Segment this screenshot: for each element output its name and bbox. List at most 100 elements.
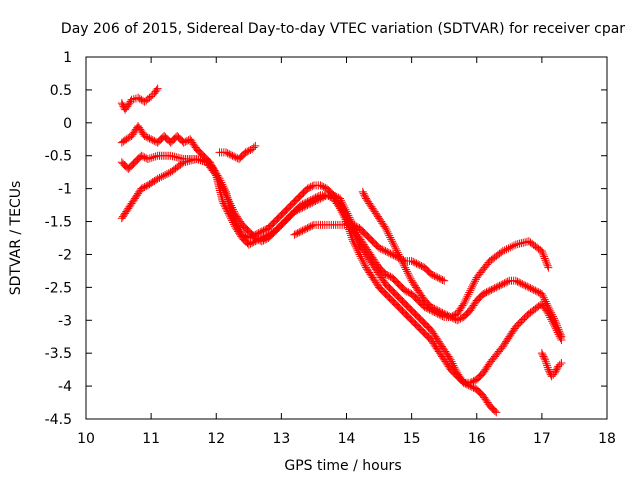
data-point xyxy=(290,230,299,239)
data-point xyxy=(344,211,353,220)
data-point xyxy=(306,199,315,208)
data-point xyxy=(140,182,149,191)
data-point xyxy=(504,244,513,253)
data-point xyxy=(466,286,475,295)
data-point xyxy=(398,257,407,266)
data-point xyxy=(392,246,401,255)
data-point xyxy=(509,241,518,250)
data-point xyxy=(443,311,452,320)
data-point xyxy=(251,234,260,242)
data-point xyxy=(356,252,365,261)
data-point xyxy=(463,292,472,301)
plot-frame xyxy=(85,56,608,420)
data-point xyxy=(406,274,415,283)
data-point xyxy=(219,186,228,195)
data-point xyxy=(359,257,368,266)
series-arc-5 xyxy=(215,141,260,164)
data-point xyxy=(300,225,309,234)
data-point xyxy=(308,182,317,191)
data-point xyxy=(459,299,468,308)
data-point xyxy=(433,306,442,315)
data-point xyxy=(557,332,566,341)
data-point xyxy=(298,226,307,235)
data-point xyxy=(221,190,230,199)
data-point xyxy=(308,198,317,207)
data-point xyxy=(218,184,227,193)
x-tick-label: 17 xyxy=(533,431,551,447)
data-point xyxy=(244,146,253,155)
data-point xyxy=(228,205,237,214)
data-point xyxy=(550,368,559,377)
data-point xyxy=(436,308,445,317)
data-point xyxy=(228,203,237,212)
data-point xyxy=(137,184,146,193)
data-point xyxy=(528,285,537,294)
data-point xyxy=(484,287,493,296)
data-point xyxy=(217,182,226,191)
data-point xyxy=(555,360,564,369)
data-point xyxy=(399,259,408,268)
data-point xyxy=(143,155,152,164)
data-point xyxy=(261,225,270,234)
data-point xyxy=(222,192,231,201)
data-point xyxy=(446,312,455,321)
data-point xyxy=(524,283,533,292)
data-point xyxy=(349,220,358,229)
data-point xyxy=(386,249,395,258)
data-point xyxy=(256,228,265,237)
data-point xyxy=(541,355,550,364)
data-point xyxy=(550,316,559,325)
data-point xyxy=(295,205,304,214)
data-point xyxy=(544,365,553,374)
data-point xyxy=(303,184,312,193)
data-point xyxy=(462,380,471,389)
data-point xyxy=(500,246,509,255)
data-point xyxy=(319,192,328,201)
data-point xyxy=(316,181,325,190)
data-point xyxy=(540,354,549,363)
data-point xyxy=(543,363,552,372)
x-tick-label: 13 xyxy=(272,431,290,447)
data-point xyxy=(456,314,465,323)
data-point xyxy=(161,171,170,180)
data-point xyxy=(293,206,302,215)
data-point xyxy=(153,174,162,183)
data-point xyxy=(226,199,235,208)
data-point xyxy=(381,270,390,279)
x-tick-label: 11 xyxy=(142,431,160,447)
data-point xyxy=(380,222,389,231)
data-point xyxy=(305,200,314,209)
data-point xyxy=(469,377,478,386)
data-point xyxy=(257,237,266,246)
data-point xyxy=(508,242,517,251)
data-point xyxy=(401,286,410,295)
data-point xyxy=(452,367,461,376)
data-point xyxy=(388,237,397,246)
data-point xyxy=(544,303,553,312)
data-point xyxy=(318,193,327,202)
y-tick-label: -1 xyxy=(58,182,72,198)
data-point xyxy=(498,247,507,256)
data-point xyxy=(467,284,476,293)
data-point xyxy=(417,261,426,270)
data-point xyxy=(448,359,457,368)
data-point xyxy=(145,134,154,143)
data-point xyxy=(432,305,441,314)
data-point xyxy=(402,267,411,276)
data-point xyxy=(213,173,222,182)
data-point xyxy=(336,196,345,205)
data-point xyxy=(375,243,384,252)
data-point xyxy=(261,235,270,244)
y-tick-label: 0.5 xyxy=(50,83,72,99)
data-point xyxy=(354,232,363,241)
data-point xyxy=(548,310,557,319)
data-point xyxy=(554,362,563,371)
data-point xyxy=(543,361,552,370)
data-point xyxy=(178,159,187,168)
data-point xyxy=(497,280,506,289)
data-point xyxy=(453,316,462,325)
y-tick-label: -3 xyxy=(58,313,72,329)
data-point xyxy=(551,367,560,376)
data-point xyxy=(382,226,391,235)
data-point xyxy=(519,280,528,289)
